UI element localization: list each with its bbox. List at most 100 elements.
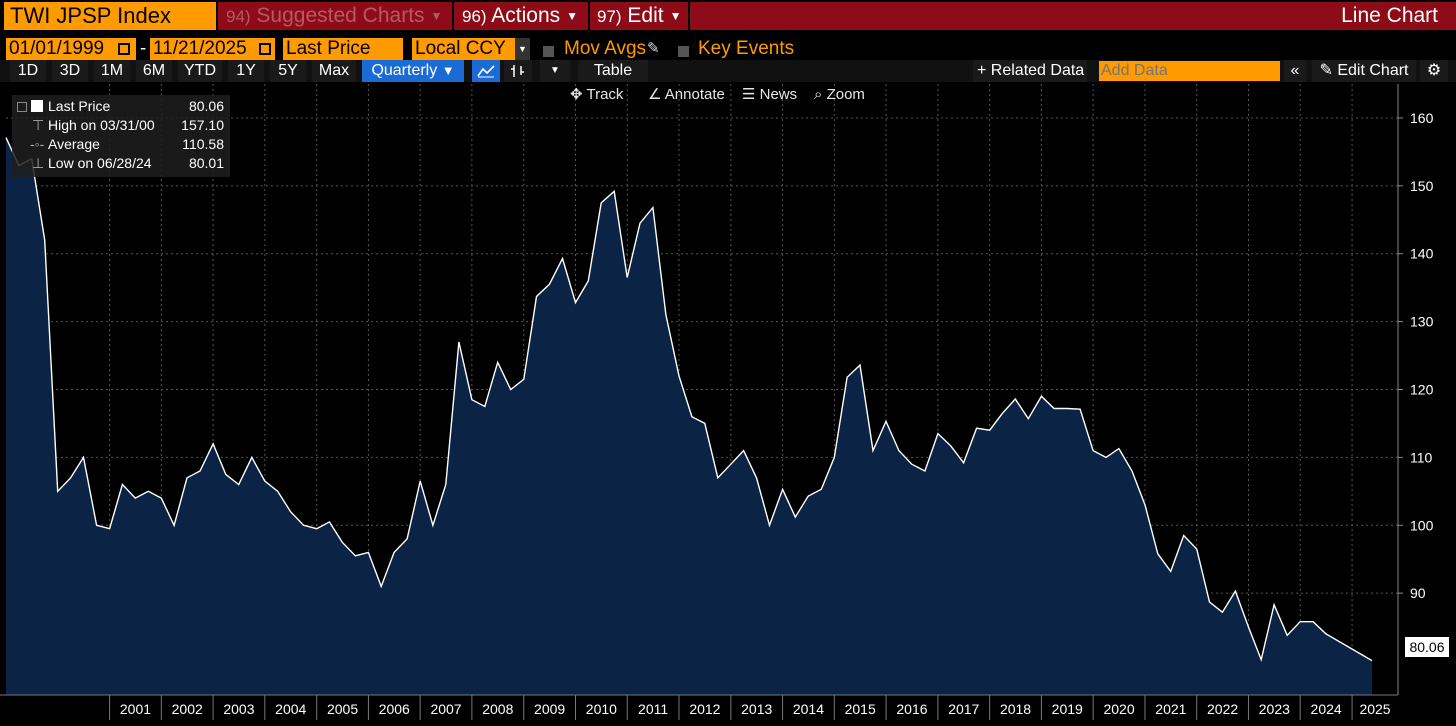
- crosshair-icon: ✥: [570, 86, 583, 103]
- mov-avgs-checkbox[interactable]: [543, 43, 554, 61]
- range-5y-button[interactable]: 5Y: [270, 60, 306, 82]
- legend-last-label: Last Price: [48, 98, 111, 114]
- collapse-icon[interactable]: [17, 102, 27, 112]
- menu-divider: [588, 2, 590, 30]
- start-date-value: 01/01/1999: [9, 38, 105, 59]
- x-tick-label: 2005: [327, 701, 358, 717]
- y-tick-label: 140: [1410, 246, 1434, 262]
- x-tick-label: 2012: [689, 701, 720, 717]
- x-tick-label: 2018: [1000, 701, 1031, 717]
- frequency-value: Quarterly: [371, 62, 438, 79]
- x-tick-label: 2015: [845, 701, 876, 717]
- range-max-button[interactable]: Max: [312, 60, 356, 82]
- chevron-down-icon[interactable]: ▼: [515, 38, 530, 60]
- bar-chart-icon[interactable]: [504, 60, 532, 82]
- calendar-icon[interactable]: [259, 42, 271, 60]
- x-tick-label: 2009: [534, 701, 565, 717]
- x-tick-label: 2001: [120, 701, 151, 717]
- calendar-icon[interactable]: [118, 42, 130, 60]
- actions-menu[interactable]: 96) Actions ▼: [462, 2, 578, 30]
- track-tool[interactable]: ✥ Track: [570, 84, 623, 106]
- last-price-tag-text: 80.06: [1409, 639, 1444, 655]
- range-1d-button[interactable]: 1D: [10, 60, 46, 82]
- y-tick-label: 150: [1410, 178, 1434, 194]
- annotate-label: Annotate: [664, 86, 725, 103]
- actions-label: Actions: [491, 4, 561, 27]
- suggested-charts-menu[interactable]: 94) Suggested Charts ▼: [226, 2, 442, 30]
- add-data-input[interactable]: [1099, 61, 1280, 81]
- zoom-tool[interactable]: ⌕ Zoom: [814, 84, 865, 106]
- key-events-checkbox[interactable]: [678, 43, 689, 61]
- table-button[interactable]: Table: [578, 60, 648, 82]
- annotate-tool[interactable]: ∠ Annotate: [648, 84, 725, 106]
- end-date-field[interactable]: 11/21/2025: [150, 38, 275, 60]
- legend-high-value: 157.10: [181, 117, 224, 133]
- currency-select[interactable]: Local CCY: [412, 38, 530, 60]
- edit-number: 97): [597, 7, 622, 26]
- edit-chart-label: Edit Chart: [1337, 62, 1409, 79]
- news-label: News: [759, 86, 798, 103]
- price-line: [5, 137, 1373, 663]
- pencil-icon[interactable]: ✎: [647, 40, 660, 57]
- field-select[interactable]: Last Price: [283, 38, 403, 60]
- range-6m-button[interactable]: 6M: [136, 60, 172, 82]
- date-range-dash: -: [140, 38, 147, 59]
- frequency-select[interactable]: Quarterly ▼: [362, 60, 464, 82]
- ticker-field[interactable]: TWI JPSP Index: [4, 2, 216, 30]
- gear-icon[interactable]: ⚙: [1420, 60, 1448, 82]
- mov-avgs-label[interactable]: Mov Avgs: [564, 38, 647, 59]
- news-tool[interactable]: ☰ News: [742, 84, 797, 106]
- y-tick-label: 120: [1410, 382, 1434, 398]
- edit-label: Edit: [627, 4, 664, 27]
- chevron-down-icon: ▼: [441, 63, 455, 78]
- menu-divider: [452, 2, 454, 30]
- chart-legend: Last Price 80.06 ⊤ High on 03/31/00 157.…: [12, 95, 230, 177]
- edit-chart-button[interactable]: ✎ Edit Chart: [1312, 60, 1416, 82]
- x-tick-label: 2020: [1103, 701, 1134, 717]
- x-tick-label: 2025: [1359, 701, 1390, 717]
- x-tick-label: 2024: [1311, 701, 1342, 717]
- zoom-label: Zoom: [826, 86, 865, 103]
- range-ytd-button[interactable]: YTD: [178, 60, 222, 82]
- start-date-field[interactable]: 01/01/1999: [6, 38, 136, 60]
- suggested-charts-number: 94): [226, 7, 251, 26]
- last-price-tag: 80.06: [1405, 637, 1449, 657]
- edit-menu[interactable]: 97) Edit ▼: [597, 2, 682, 30]
- news-icon: ☰: [742, 86, 756, 103]
- legend-low-label: Low on 06/28/24: [48, 155, 152, 171]
- actions-number: 96): [462, 7, 487, 26]
- low-marker-icon: ⊥: [32, 155, 45, 171]
- chevron-down-icon[interactable]: ▼: [540, 60, 570, 82]
- legend-avg-label: Average: [48, 136, 100, 152]
- average-marker-icon: -◦-: [30, 136, 45, 152]
- currency-value: Local CCY: [415, 38, 506, 59]
- key-events-label[interactable]: Key Events: [698, 38, 795, 59]
- menu-bar: [218, 2, 1456, 30]
- line-chart-icon[interactable]: [472, 60, 500, 82]
- chevron-down-icon: ▼: [430, 9, 443, 24]
- magnifier-icon: ⌕: [814, 86, 823, 103]
- related-data-button[interactable]: + Related Data: [973, 60, 1087, 82]
- x-axis: 2001 2002 2003 2004 2005 2006 2007 2008 2009 2010…: [0, 694, 1398, 720]
- legend-avg-value: 110.58: [182, 136, 224, 152]
- x-tick-label: 2007: [430, 701, 461, 717]
- range-3d-button[interactable]: 3D: [52, 60, 88, 82]
- x-tick-label: 2002: [172, 701, 203, 717]
- collapse-icon[interactable]: «: [1284, 60, 1306, 82]
- x-tick-label: 2008: [482, 701, 513, 717]
- legend-last-price[interactable]: Last Price 80.06: [12, 97, 230, 116]
- y-axis: 90 100 110 120 130 140 150 160: [1397, 84, 1434, 695]
- x-tick-label: 2016: [896, 701, 927, 717]
- x-tick-label: 2011: [638, 701, 668, 717]
- y-tick-label: 110: [1410, 449, 1433, 465]
- high-marker-icon: ⊤: [32, 117, 45, 133]
- x-tick-label: 2006: [379, 701, 410, 717]
- y-tick-label: 100: [1410, 517, 1434, 533]
- legend-high: ⊤ High on 03/31/00 157.10: [12, 116, 230, 135]
- pencil-icon: ✎: [1319, 62, 1333, 79]
- range-1m-button[interactable]: 1M: [94, 60, 130, 82]
- range-1y-button[interactable]: 1Y: [228, 60, 264, 82]
- x-tick-label: 2013: [741, 701, 772, 717]
- suggested-charts-label: Suggested Charts: [256, 4, 425, 27]
- x-tick-label: 2010: [586, 701, 617, 717]
